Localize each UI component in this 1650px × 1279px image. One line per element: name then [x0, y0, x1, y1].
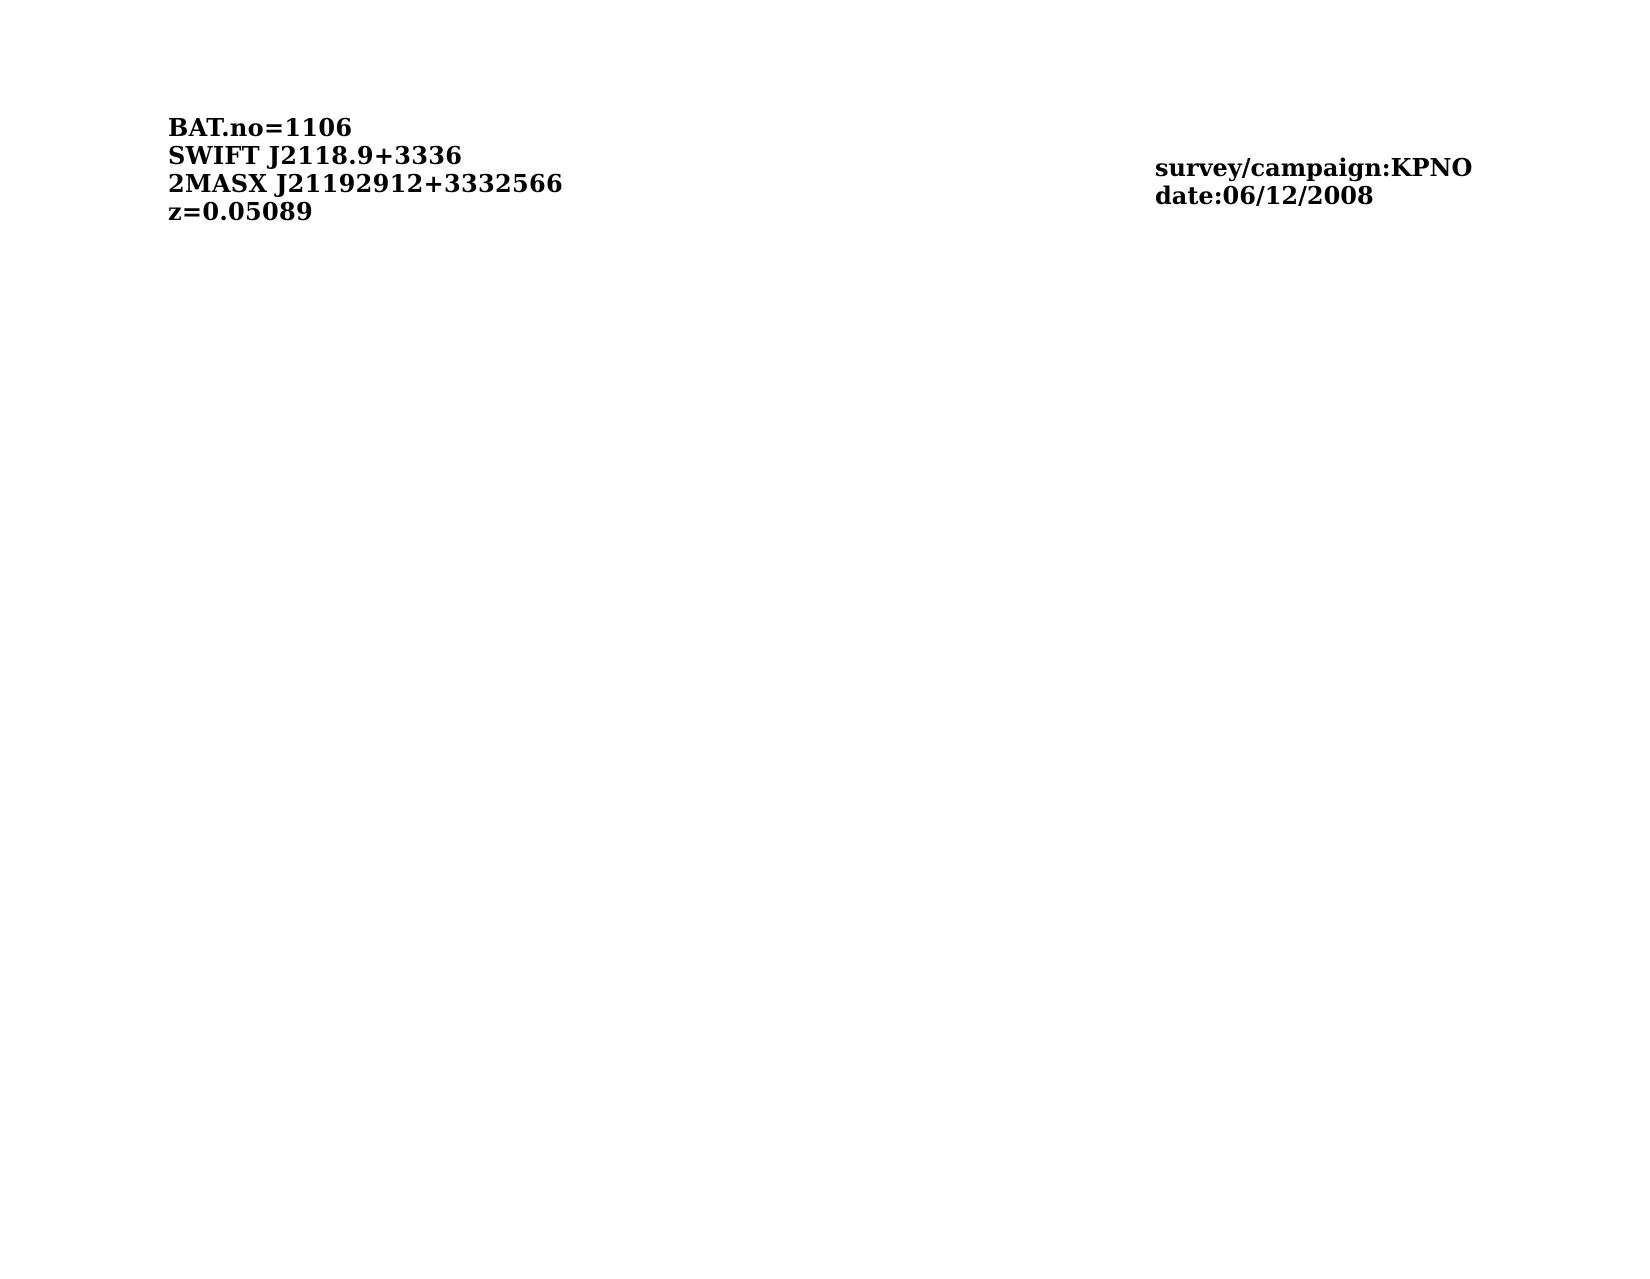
2masx-id: 2MASX J21192912+3332566 [168, 169, 564, 198]
survey-campaign: survey/campaign:KPNO [1155, 153, 1473, 182]
object-info-block: BAT.no=1106 SWIFT J2118.9+3336 2MASX J21… [168, 114, 563, 226]
observation-date: date:06/12/2008 [1155, 181, 1374, 210]
bat-number: BAT.no=1106 [168, 113, 353, 142]
swift-id: SWIFT J2118.9+3336 [168, 141, 463, 170]
survey-info-block: survey/campaign:KPNO date:06/12/2008 [1155, 154, 1472, 210]
redshift: z=0.05089 [168, 197, 313, 226]
